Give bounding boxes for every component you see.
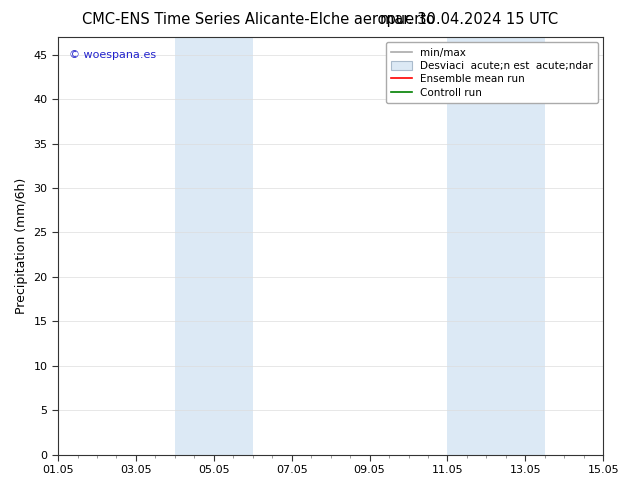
Legend: min/max, Desviaci  acute;n est  acute;ndar, Ensemble mean run, Controll run: min/max, Desviaci acute;n est acute;ndar…: [385, 42, 598, 103]
Y-axis label: Precipitation (mm/6h): Precipitation (mm/6h): [15, 178, 28, 314]
Text: © woespana.es: © woespana.es: [69, 49, 156, 60]
Text: mar. 30.04.2024 15 UTC: mar. 30.04.2024 15 UTC: [380, 12, 558, 27]
Bar: [448, 37, 545, 455]
Bar: [175, 37, 253, 455]
Text: CMC-ENS Time Series Alicante-Elche aeropuerto: CMC-ENS Time Series Alicante-Elche aerop…: [82, 12, 436, 27]
